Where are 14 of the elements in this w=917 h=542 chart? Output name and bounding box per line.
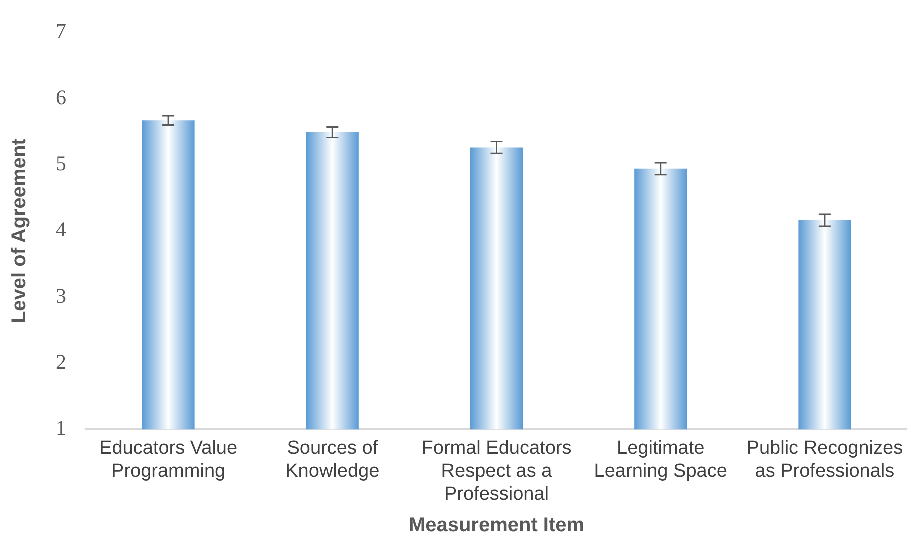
y-tick-label: 7 (56, 19, 66, 44)
x-axis-title: Measurement Item (408, 514, 585, 537)
y-tick-label: 5 (56, 151, 66, 176)
y-tick-label: 6 (56, 85, 66, 110)
x-tick-label: Sources of Knowledge (286, 438, 380, 482)
x-tick-label: Educators Value Programming (100, 438, 238, 482)
y-tick-label: 2 (56, 350, 66, 374)
y-tick-label: 4 (56, 218, 67, 242)
x-tick-label: Legitimate Learning Space (594, 438, 728, 482)
y-axis-title: Level of Agreement (8, 138, 31, 324)
y-tick-label: 3 (56, 284, 66, 308)
x-tick-label: Public Recognizes as Professionals (746, 438, 904, 482)
y-tick-label: 1 (56, 416, 66, 440)
x-tick-label: Formal Educators Respect as a Professional (422, 438, 572, 505)
